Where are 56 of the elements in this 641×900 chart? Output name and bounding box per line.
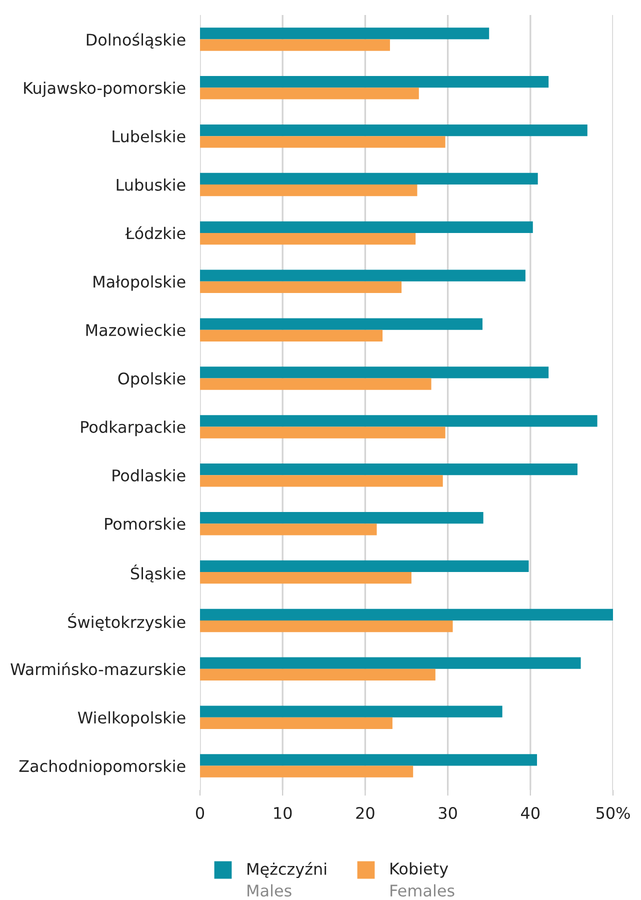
y-tick-label: Lubelskie <box>112 130 186 142</box>
bar <box>200 717 392 729</box>
x-tick-label: 0 <box>196 806 204 820</box>
x-tick-label: 40 <box>521 806 540 820</box>
y-tick-label: Pomorskie <box>105 518 186 530</box>
bar <box>200 330 383 342</box>
bar <box>200 668 436 681</box>
bar <box>200 572 412 584</box>
bar <box>200 88 419 100</box>
y-tick-label: Podkarpackie <box>81 420 186 436</box>
y-tick-label: Podlaskie <box>112 469 186 482</box>
bar <box>200 270 526 282</box>
y-tick-label: Kujawsko-pomorskie <box>24 82 186 98</box>
x-tick-label: 50% <box>596 806 630 820</box>
bar <box>200 378 432 390</box>
bar <box>200 620 453 632</box>
bar <box>200 426 446 438</box>
y-tick-label: Wielkopolskie <box>78 711 186 727</box>
y-tick-label: Warmińsko-mazurskie <box>10 662 186 676</box>
bar <box>200 136 446 148</box>
y-tick-label: Mazowieckie <box>86 324 186 336</box>
bar <box>200 172 538 185</box>
bar <box>200 512 484 524</box>
bar <box>200 464 578 476</box>
y-tick-label: Dolnośląskie <box>86 32 186 49</box>
bar <box>200 124 588 136</box>
bar <box>200 318 482 330</box>
bar <box>200 754 538 766</box>
x-tick-label: 30 <box>438 806 457 820</box>
y-tick-label: Opolskie <box>118 372 186 388</box>
y-tick-label: Lubuskie <box>116 178 186 191</box>
bar <box>200 475 443 487</box>
y-tick-label: Zachodniopomorskie <box>19 760 186 776</box>
bar <box>200 221 533 233</box>
bar <box>200 415 598 427</box>
bar <box>200 657 581 669</box>
bar <box>200 39 390 51</box>
bar <box>200 281 402 294</box>
bar <box>200 766 414 778</box>
bar <box>200 28 490 40</box>
y-tick-label: Świętokrzyskie <box>68 613 186 632</box>
legend-label: Kobiety Females <box>390 862 454 897</box>
bar <box>200 706 502 718</box>
y-tick-label: Śląskie <box>130 564 186 582</box>
y-tick-label: Łódzkie <box>125 226 186 240</box>
y-tick-label: Małopolskie <box>94 275 186 291</box>
bar <box>200 560 529 572</box>
bar <box>200 184 418 196</box>
legend-label: Mężczyźni Males <box>248 862 326 897</box>
bar <box>200 524 377 536</box>
bar <box>200 608 613 620</box>
bar <box>200 76 549 88</box>
bar <box>200 366 549 378</box>
x-tick-label: 20 <box>356 806 374 820</box>
x-tick-label: 10 <box>274 806 292 820</box>
bar <box>200 232 416 245</box>
